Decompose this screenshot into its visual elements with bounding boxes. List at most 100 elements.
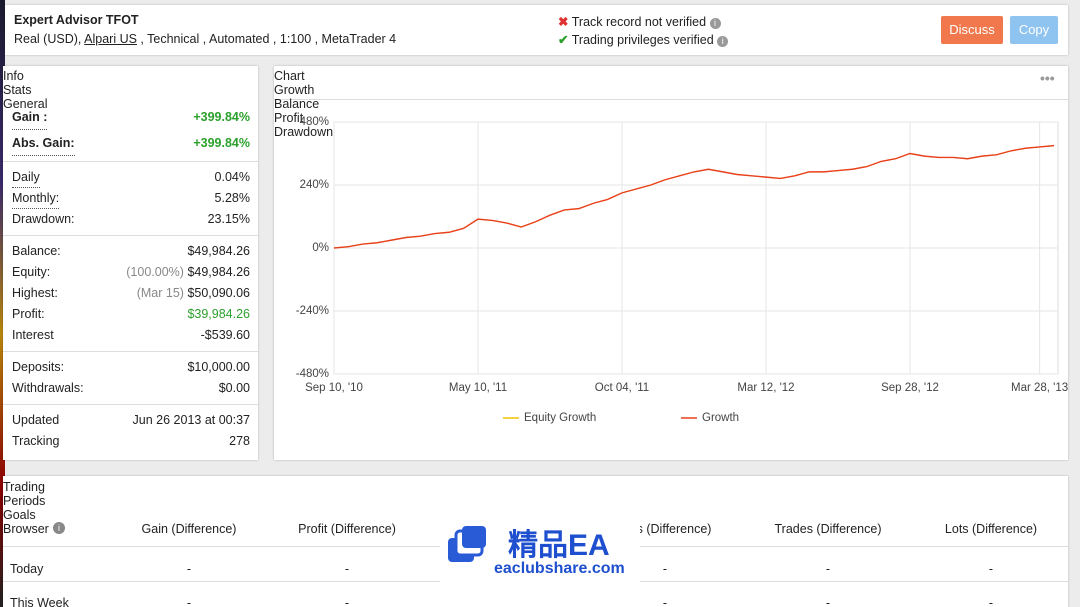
- stat-row: Drawdown: 23.15%: [3, 209, 258, 230]
- watermark: 精品EA eaclubshare.com: [440, 502, 640, 584]
- stats-group: Deposits: $10,000.00 Withdrawals: $0.00: [3, 352, 258, 405]
- tab[interactable]: Browser: [3, 522, 49, 536]
- stat-row: Withdrawals: $0.00: [3, 378, 258, 399]
- stat-label: Drawdown:: [12, 212, 75, 226]
- stat-row: Monthly: 5.28%: [3, 188, 258, 209]
- stat-value: $10,000.00: [187, 360, 250, 374]
- stats-panel: Info Stats General Gain : +399.84% Abs. Gain…: [3, 66, 258, 460]
- stat-value-wrap: $0.00: [219, 378, 250, 399]
- stat-value: 0.04%: [214, 170, 250, 184]
- stat-label: Deposits:: [12, 360, 65, 374]
- stats-group: Updated Jun 26 2013 at 00:37 Tracking 278: [3, 405, 258, 457]
- tab[interactable]: Chart: [274, 69, 305, 83]
- stat-label: Interest: [12, 328, 54, 342]
- stat-row: Daily 0.04%: [3, 167, 258, 188]
- stat-value: $0.00: [218, 381, 250, 395]
- column-header: Trades (Difference): [774, 522, 882, 536]
- stat-value: 278: [229, 434, 250, 448]
- stat-value: +399.84%: [193, 110, 250, 124]
- cell-value: -: [825, 562, 831, 576]
- row-label: This Week: [10, 596, 69, 607]
- stat-row: Interest -$539.60: [3, 325, 258, 346]
- watermark-title: 精品EA: [508, 529, 610, 562]
- stats-group: Gain : +399.84% Abs. Gain: +399.84%: [3, 99, 258, 162]
- stat-value: $49,984.26: [187, 244, 250, 258]
- broker-link[interactable]: Alpari US: [84, 32, 137, 46]
- discuss-button[interactable]: Discuss: [941, 16, 1003, 44]
- stat-value-wrap: (100.00%) $49,984.26: [126, 262, 250, 283]
- stat-value: 23.15%: [207, 212, 250, 226]
- stat-row: Tracking 278: [3, 431, 258, 452]
- status-text: Track record not verified: [571, 15, 707, 29]
- stats-group: Balance: $49,984.26 Equity: (100.00%) $49,9…: [3, 236, 258, 352]
- stat-label: Highest:: [12, 286, 58, 300]
- account: Real (USD),: [14, 32, 85, 46]
- cell-value: -: [186, 562, 192, 576]
- tab[interactable]: Goals: [3, 508, 36, 522]
- tab[interactable]: Profit: [274, 111, 304, 125]
- cell-value: -: [186, 596, 192, 607]
- chart-tabs: Chart Growth Balance Profit Drawdown: [274, 69, 1068, 139]
- stat-value-wrap: Jun 26 2013 at 00:37: [133, 410, 250, 431]
- tab[interactable]: Growth: [274, 83, 315, 97]
- stat-label: Profit:: [12, 307, 45, 321]
- tab[interactable]: Drawdown: [274, 125, 334, 139]
- stat-label: Tracking: [12, 434, 60, 448]
- stat-row: Balance: $49,984.26: [3, 241, 258, 262]
- cell-value: -: [344, 562, 350, 576]
- stat-value-wrap: $10,000.00: [187, 357, 250, 378]
- cell-value: -: [662, 562, 668, 576]
- stat-row: Abs. Gain: +399.84%: [3, 130, 258, 156]
- stat-row: Equity: (100.00%) $49,984.26: [3, 262, 258, 283]
- side-strip: [0, 0, 5, 607]
- cell-value: -: [825, 596, 831, 607]
- stat-value: Jun 26 2013 at 00:37: [132, 413, 250, 427]
- column-header: Gain (Difference): [141, 522, 237, 536]
- stat-value-wrap: +399.84%: [193, 104, 250, 130]
- status-verified: ✔ Trading privileges verified i: [558, 32, 729, 47]
- column-header: Pips (Difference): [618, 522, 712, 536]
- stat-label: Equity:: [12, 265, 51, 279]
- tab[interactable]: Info: [3, 69, 24, 83]
- stat-value: $50,090.06: [187, 286, 250, 300]
- cell-value: -: [988, 562, 994, 576]
- tab[interactable]: Periods: [3, 494, 46, 508]
- stat-value-wrap: 0.04%: [215, 167, 250, 188]
- column-header: Profit (Difference): [298, 522, 396, 536]
- stat-value-wrap: $49,984.26: [187, 241, 250, 262]
- stat-value-wrap: 23.15%: [208, 209, 250, 230]
- menu-dots[interactable]: •••: [1040, 70, 1055, 86]
- column-header: Lots (Difference): [944, 522, 1038, 536]
- stats-group: Daily 0.04% Monthly: 5.28% Drawdown: 23.15%: [3, 162, 258, 236]
- stat-value: $39,984.26: [187, 307, 250, 321]
- row-label: Today: [10, 562, 44, 576]
- stat-row: Highest: (Mar 15) $50,090.06: [3, 283, 258, 304]
- stat-value-wrap: -$539.60: [201, 325, 250, 346]
- stat-label: Abs. Gain:: [12, 130, 75, 156]
- cell-value: -: [988, 596, 994, 607]
- account-info: Real (USD), Alpari US , Technical , Auto…: [14, 32, 396, 46]
- stat-value: $49,984.26: [187, 265, 250, 279]
- stat-value-wrap: $39,984.26: [187, 304, 250, 325]
- stat-row: Updated Jun 26 2013 at 00:37: [3, 410, 258, 431]
- stat-row: Profit: $39,984.26: [3, 304, 258, 325]
- stat-value-wrap: (Mar 15) $50,090.06: [137, 283, 250, 304]
- tab[interactable]: Trading: [3, 480, 45, 494]
- chart-panel: Chart Growth Balance Profit Drawdown •••: [274, 66, 1068, 460]
- stat-note: (Mar 15): [136, 286, 184, 300]
- stat-label: Daily: [12, 167, 40, 188]
- tab[interactable]: Stats: [3, 83, 32, 97]
- stat-note: (100.00%): [126, 265, 184, 279]
- stat-value: 5.28%: [214, 191, 250, 205]
- stat-label: Withdrawals:: [12, 381, 84, 395]
- stat-value-wrap: 5.28%: [215, 188, 250, 209]
- stats-list: Gain : +399.84% Abs. Gain: +399.84% Daily 0.0…: [3, 99, 258, 457]
- details: , Technical , Automated , 1:100 , MetaTr…: [136, 32, 397, 46]
- tab[interactable]: Balance: [274, 97, 320, 111]
- stat-label: Monthly:: [12, 188, 60, 209]
- copy-button[interactable]: Copy: [1010, 16, 1058, 44]
- stat-row: Deposits: $10,000.00: [3, 357, 258, 378]
- stat-value: -$539.60: [200, 328, 250, 342]
- tab[interactable]: General: [3, 97, 48, 111]
